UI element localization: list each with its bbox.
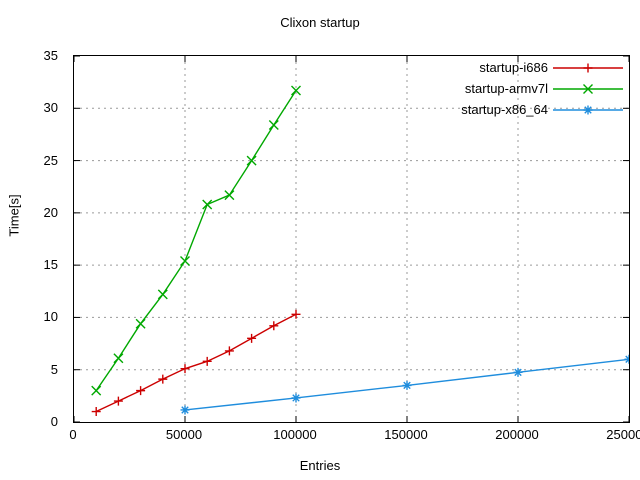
legend-sample-line	[551, 57, 625, 78]
data-point-marker	[135, 318, 146, 329]
legend-label: startup-x86_64	[461, 102, 548, 117]
y-tick-label: 15	[43, 257, 58, 273]
data-point-marker	[291, 393, 301, 403]
series-line	[95, 90, 297, 392]
data-point-marker	[180, 255, 190, 266]
series-startup-armv7l	[91, 85, 301, 396]
data-point-marker	[157, 289, 168, 300]
x-tick-label: 50000	[165, 427, 203, 442]
legend-item[interactable]: startup-armv7l	[432, 78, 628, 99]
data-point-marker	[136, 386, 146, 396]
x-tick-label: 250000	[606, 427, 640, 442]
data-point-marker	[113, 396, 123, 406]
data-series-layer	[91, 85, 629, 417]
axis-tick-marks	[74, 56, 629, 422]
data-point-marker	[224, 346, 234, 356]
plot-svg	[74, 56, 629, 422]
data-point-marker	[246, 155, 257, 166]
legend-item[interactable]: startup-i686	[432, 57, 628, 78]
data-point-marker	[291, 309, 301, 319]
data-point-marker	[402, 380, 412, 390]
data-point-marker	[91, 385, 102, 396]
x-tick-label: 0	[69, 427, 77, 442]
y-tick-label: 5	[50, 361, 58, 377]
legend-sample-line	[551, 99, 625, 120]
plot-area	[73, 55, 630, 423]
legend-label: startup-armv7l	[464, 81, 548, 96]
y-tick-label: 30	[43, 100, 58, 116]
x-tick-label: 100000	[273, 427, 317, 442]
data-point-marker	[269, 321, 279, 331]
data-point-marker	[180, 364, 190, 374]
data-point-marker	[180, 405, 190, 415]
data-point-marker	[202, 199, 213, 210]
series-startup-x86_64	[180, 354, 629, 415]
x-tick-label: 150000	[384, 427, 428, 442]
data-point-marker	[113, 353, 124, 364]
data-point-marker	[202, 356, 212, 366]
data-point-marker	[513, 367, 523, 377]
x-tick-label: 200000	[495, 427, 539, 442]
y-tick-label: 25	[43, 152, 58, 168]
chart-title: Clixon startup	[280, 15, 360, 30]
legend-label: startup-i686	[479, 60, 548, 75]
data-point-marker	[247, 333, 257, 343]
legend-sample-line	[551, 78, 625, 99]
data-point-marker	[224, 190, 235, 201]
legend-item[interactable]: startup-x86_64	[432, 99, 628, 120]
legend: startup-i686 startup-armv7l startup-x86_64	[432, 57, 628, 120]
data-point-marker	[268, 120, 279, 131]
y-tick-label: 10	[43, 309, 58, 325]
series-startup-i686	[91, 309, 301, 417]
x-axis-label: Entries	[299, 458, 341, 473]
data-point-marker	[91, 407, 101, 417]
series-line	[95, 313, 297, 413]
y-tick-label: 20	[43, 204, 58, 220]
y-tick-label: 0	[50, 414, 58, 429]
data-point-marker	[158, 374, 168, 384]
data-point-marker	[291, 85, 301, 96]
data-point-marker	[624, 354, 629, 364]
y-tick-label: 35	[43, 48, 58, 63]
